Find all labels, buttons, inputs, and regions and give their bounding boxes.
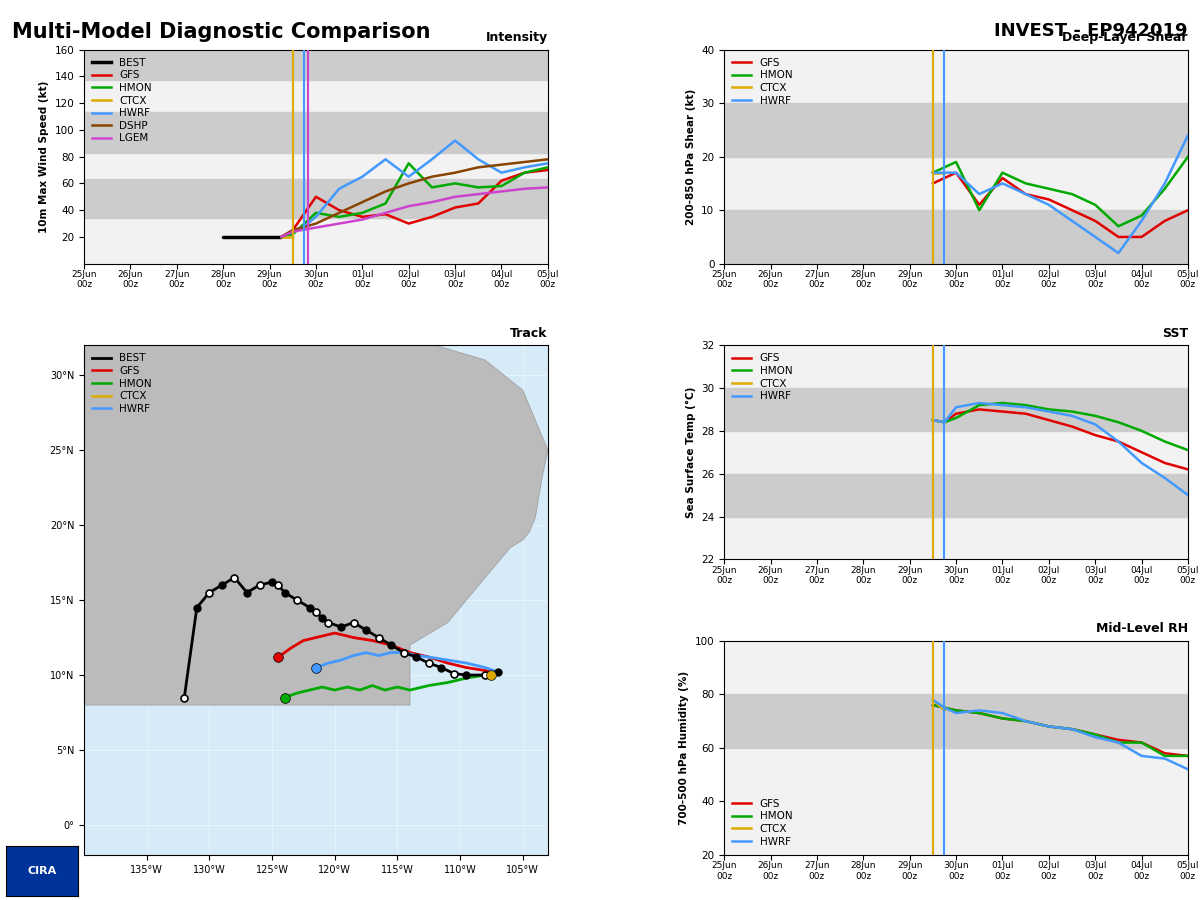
Polygon shape xyxy=(84,338,548,705)
Text: CIRA: CIRA xyxy=(28,866,56,876)
Legend: BEST, GFS, HMON, CTCX, HWRF: BEST, GFS, HMON, CTCX, HWRF xyxy=(89,350,155,417)
Bar xyxy=(724,388,1188,431)
Text: Intensity: Intensity xyxy=(486,32,548,44)
Text: Deep-Layer Shear: Deep-Layer Shear xyxy=(1062,32,1188,44)
Bar xyxy=(724,694,1188,748)
Legend: GFS, HMON, CTCX, HWRF: GFS, HMON, CTCX, HWRF xyxy=(730,55,796,109)
Bar xyxy=(84,179,548,218)
Y-axis label: 10m Max Wind Speed (kt): 10m Max Wind Speed (kt) xyxy=(38,80,49,233)
Text: Mid-Level RH: Mid-Level RH xyxy=(1096,623,1188,635)
Bar xyxy=(724,473,1188,517)
Text: Track: Track xyxy=(510,327,548,340)
Y-axis label: 700-500 hPa Humidity (%): 700-500 hPa Humidity (%) xyxy=(679,670,689,825)
Bar xyxy=(84,50,548,80)
Legend: GFS, HMON, CTCX, HWRF: GFS, HMON, CTCX, HWRF xyxy=(730,796,796,850)
Legend: GFS, HMON, CTCX, HWRF: GFS, HMON, CTCX, HWRF xyxy=(730,350,796,404)
Polygon shape xyxy=(236,338,371,495)
Text: INVEST - EP942019: INVEST - EP942019 xyxy=(995,22,1188,40)
Legend: BEST, GFS, HMON, CTCX, HWRF, DSHP, LGEM: BEST, GFS, HMON, CTCX, HWRF, DSHP, LGEM xyxy=(89,55,155,147)
Bar xyxy=(724,211,1188,264)
Y-axis label: 200-850 hPa Shear (kt): 200-850 hPa Shear (kt) xyxy=(685,88,696,225)
Text: SST: SST xyxy=(1162,327,1188,340)
Bar xyxy=(724,104,1188,157)
Text: Multi-Model Diagnostic Comparison: Multi-Model Diagnostic Comparison xyxy=(12,22,431,42)
Y-axis label: Sea Surface Temp (°C): Sea Surface Temp (°C) xyxy=(685,387,696,518)
Bar xyxy=(84,112,548,153)
